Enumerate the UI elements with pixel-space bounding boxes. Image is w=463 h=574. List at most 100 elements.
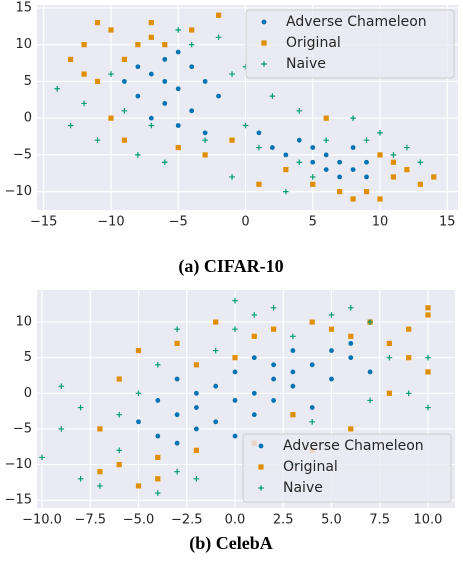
point [121, 108, 128, 114]
point [135, 347, 142, 354]
point [367, 369, 373, 375]
point [377, 196, 383, 202]
x-tick-label: 10.0 [414, 513, 443, 528]
point [148, 71, 154, 77]
point [251, 355, 257, 361]
point [417, 181, 423, 187]
legend: Adverse Chameleon Original Naive [242, 433, 452, 503]
point [405, 390, 412, 397]
point [431, 174, 437, 180]
point [232, 398, 238, 403]
point [350, 196, 356, 202]
point [162, 42, 168, 48]
x-tick-label: 0 [241, 215, 249, 230]
point [175, 144, 181, 151]
x-tick-label: −2.5 [171, 513, 203, 528]
point [328, 312, 335, 318]
point [367, 397, 373, 404]
legend-marker [261, 61, 267, 67]
point [232, 369, 238, 375]
legend-box [242, 433, 452, 503]
point [54, 85, 60, 92]
point [347, 305, 354, 311]
x-tick-label: 2.5 [273, 513, 294, 528]
y-tick-label: 10 [15, 315, 32, 330]
x-tick-label: −10 [97, 215, 124, 230]
point [417, 159, 424, 166]
point [162, 56, 168, 62]
point [242, 122, 249, 129]
point [364, 159, 369, 165]
point [97, 426, 103, 432]
point [189, 64, 195, 70]
point [251, 412, 257, 418]
legend-marker [261, 40, 267, 46]
point [309, 405, 315, 410]
point [81, 100, 87, 107]
point [283, 188, 289, 195]
point [116, 447, 123, 454]
point [155, 454, 161, 461]
point [350, 115, 356, 121]
point [256, 181, 262, 187]
point [122, 79, 127, 84]
legend-label: Adverse Chameleon [286, 14, 427, 30]
point [135, 42, 141, 48]
point [67, 122, 74, 129]
point [348, 355, 354, 361]
legend: Adverse Chameleon Original Naive [245, 9, 455, 79]
point [309, 362, 315, 368]
point [81, 42, 87, 48]
point [256, 144, 262, 151]
point [425, 312, 431, 318]
y-tick-label: 10 [15, 37, 32, 52]
point [194, 390, 199, 396]
legend-marker [261, 19, 267, 25]
point [364, 174, 369, 180]
point [188, 41, 195, 48]
point [148, 20, 154, 26]
x-tick-label: 15 [439, 215, 456, 230]
point [310, 159, 316, 165]
y-tick-label: 0 [24, 386, 32, 401]
point [229, 71, 235, 77]
point [215, 34, 222, 41]
point [202, 152, 208, 158]
point [213, 383, 219, 389]
point [116, 461, 122, 468]
point [213, 419, 219, 425]
point [425, 305, 431, 311]
point [271, 376, 276, 382]
point [162, 79, 168, 84]
point [58, 383, 65, 389]
point [174, 326, 180, 332]
point [256, 130, 262, 136]
point [348, 341, 354, 346]
point [406, 326, 412, 332]
point [148, 115, 154, 121]
point [121, 56, 128, 62]
point [229, 174, 235, 180]
point [94, 20, 101, 26]
y-tick-label: 5 [24, 350, 32, 365]
point [390, 159, 397, 165]
point [323, 137, 329, 143]
legend-label: Naive [283, 480, 323, 496]
y-tick-label: −5 [13, 421, 32, 436]
point [310, 181, 316, 187]
point [251, 312, 258, 318]
point [175, 27, 182, 33]
legend-label: Original [283, 459, 338, 475]
point [97, 469, 103, 475]
point [194, 426, 199, 432]
point [337, 159, 343, 165]
point [148, 34, 154, 40]
legend-marker [258, 485, 264, 491]
point [290, 383, 296, 389]
caption: (b) CelebA [189, 533, 273, 554]
point [116, 376, 122, 382]
y-tick-label: −15 [5, 493, 32, 508]
point [283, 152, 289, 158]
x-tick-label: 5.0 [321, 513, 342, 528]
point [270, 326, 277, 332]
